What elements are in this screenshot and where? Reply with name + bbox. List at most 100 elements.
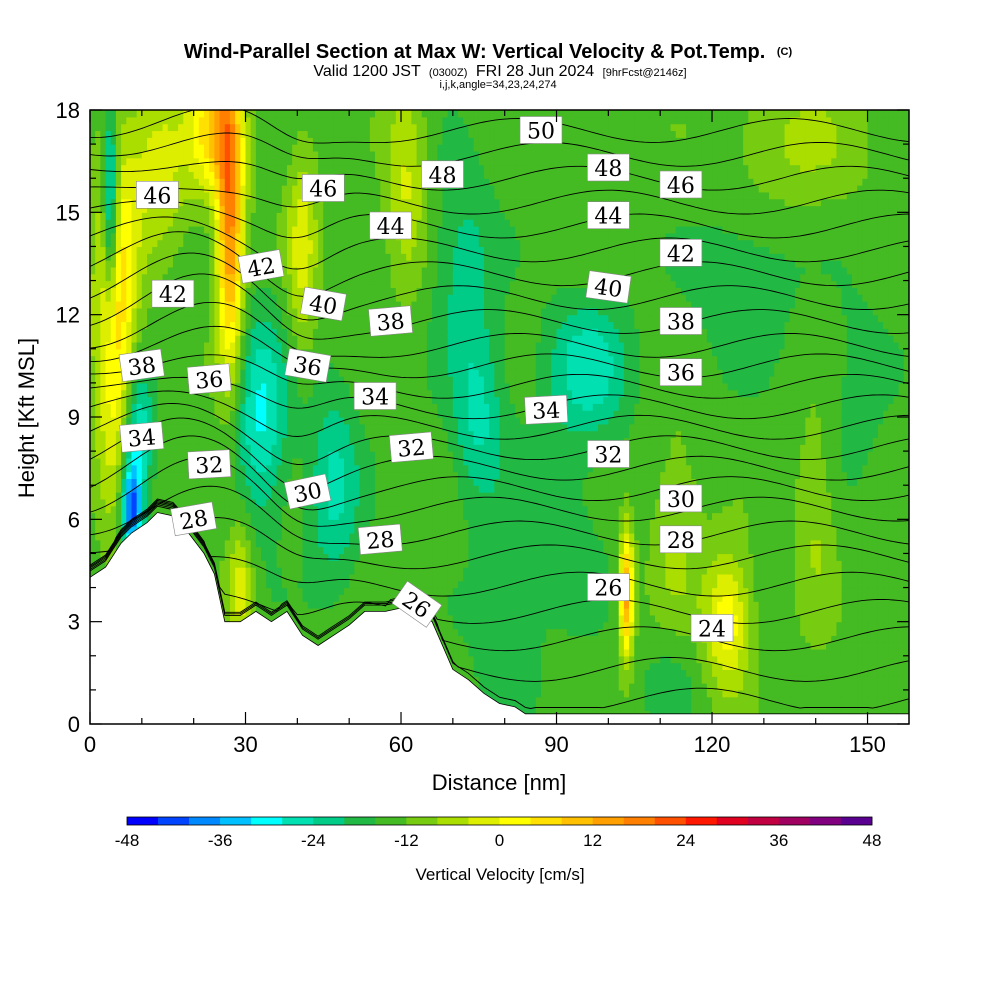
w-cell xyxy=(250,444,257,452)
w-cell xyxy=(354,601,361,609)
w-cell xyxy=(266,150,273,159)
w-cell xyxy=(204,171,210,179)
w-cell xyxy=(209,526,215,534)
w-cell xyxy=(193,492,200,500)
w-cell xyxy=(214,301,221,309)
w-cell xyxy=(271,232,278,241)
w-cell xyxy=(333,116,340,125)
w-cell xyxy=(95,410,101,418)
w-cell xyxy=(359,594,366,602)
w-cell xyxy=(152,307,158,316)
w-cell xyxy=(162,457,169,466)
w-cell xyxy=(323,430,330,439)
w-cell xyxy=(100,287,107,295)
w-cell xyxy=(229,573,236,582)
w-cell xyxy=(276,587,283,595)
w-cell xyxy=(318,417,324,425)
w-cell xyxy=(162,157,169,166)
w-cell xyxy=(152,382,158,391)
w-cell xyxy=(167,437,174,445)
w-cell xyxy=(343,191,350,200)
w-cell xyxy=(224,198,231,207)
w-cell xyxy=(255,287,262,295)
w-cell xyxy=(219,423,226,432)
w-cell xyxy=(95,205,101,213)
w-cell xyxy=(266,301,273,309)
w-cell xyxy=(255,157,262,166)
w-cell xyxy=(229,287,236,295)
w-cell xyxy=(229,341,236,350)
w-cell xyxy=(214,116,221,125)
w-cell xyxy=(188,185,195,193)
w-cell xyxy=(375,519,381,527)
w-cell xyxy=(110,219,117,227)
w-cell xyxy=(276,389,283,398)
w-cell xyxy=(167,430,174,439)
w-cell xyxy=(359,321,366,329)
w-cell xyxy=(307,130,314,138)
w-cell xyxy=(110,144,117,152)
w-cell xyxy=(318,273,324,282)
w-cell xyxy=(359,253,366,261)
w-cell xyxy=(369,198,376,207)
w-cell xyxy=(281,266,288,275)
w-cell xyxy=(167,423,174,432)
w-cell xyxy=(343,430,350,439)
w-cell xyxy=(333,580,340,589)
w-cell xyxy=(188,205,195,213)
valid-line: Valid 1200 JST (0300Z) FRI 28 Jun 2024 [… xyxy=(313,63,686,80)
w-cell xyxy=(126,171,133,179)
w-cell xyxy=(323,137,330,145)
w-cell xyxy=(297,144,304,152)
w-cell xyxy=(369,512,376,520)
w-cell xyxy=(167,403,174,411)
w-cell xyxy=(302,246,309,254)
w-cell xyxy=(333,355,340,364)
w-cell xyxy=(261,178,267,186)
w-cell xyxy=(240,389,247,398)
w-cell xyxy=(292,164,298,172)
w-cell xyxy=(302,205,309,213)
w-cell xyxy=(338,335,345,343)
w-cell xyxy=(183,239,190,248)
w-cell xyxy=(121,294,127,302)
w-cell xyxy=(141,232,148,241)
w-cell xyxy=(115,123,122,132)
w-cell xyxy=(307,423,314,432)
w-cell xyxy=(240,471,247,479)
w-cell xyxy=(219,205,226,213)
w-cell xyxy=(229,376,236,384)
w-cell xyxy=(338,328,345,336)
w-cell xyxy=(214,171,221,179)
w-cell xyxy=(110,225,117,234)
w-cell xyxy=(266,144,273,152)
w-cell xyxy=(250,430,257,439)
w-cell xyxy=(115,232,122,241)
w-cell xyxy=(266,219,273,227)
w-cell xyxy=(224,294,231,302)
w-cell xyxy=(343,389,350,398)
w-cell xyxy=(167,451,174,459)
w-cell xyxy=(292,198,298,207)
w-cell xyxy=(162,437,169,445)
w-cell xyxy=(297,444,304,452)
w-cell xyxy=(235,150,241,159)
w-cell xyxy=(349,150,355,159)
w-cell xyxy=(188,341,195,350)
w-cell xyxy=(328,532,335,541)
w-cell xyxy=(214,246,221,254)
w-cell xyxy=(110,239,117,248)
w-cell xyxy=(126,287,133,295)
w-cell xyxy=(292,287,298,295)
w-cell xyxy=(349,362,355,370)
w-cell xyxy=(333,417,340,425)
w-cell xyxy=(364,321,371,329)
w-cell xyxy=(338,451,345,459)
w-cell xyxy=(271,396,278,404)
w-cell xyxy=(126,205,133,213)
w-cell xyxy=(349,485,355,493)
w-cell xyxy=(354,532,361,541)
w-cell xyxy=(354,232,361,241)
w-cell xyxy=(214,389,221,398)
